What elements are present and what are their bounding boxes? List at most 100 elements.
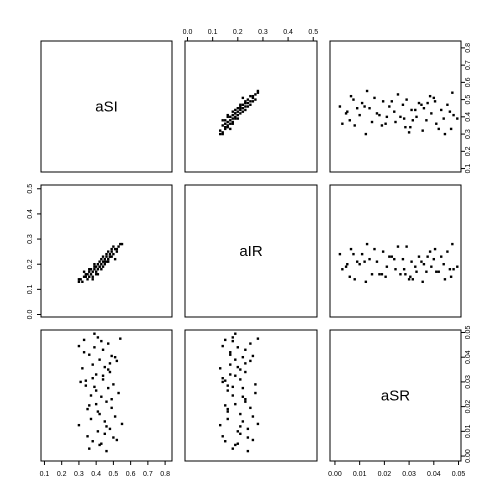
- point-aSI-aIR: [89, 273, 93, 276]
- point-aSR-aSI: [394, 120, 397, 124]
- point-aIR-aSI: [241, 96, 245, 100]
- point-aSI-aIR: [96, 268, 100, 271]
- tick-label-right-aSI: 0.6: [465, 77, 472, 87]
- point-aIR-aSI: [234, 112, 237, 115]
- tick-label-bottom-aSI: 0.1: [40, 471, 50, 478]
- point-aSR-aIR: [435, 270, 438, 273]
- point-aIR-aSR: [239, 432, 242, 436]
- tick-label-bottom-aSI: 0.8: [160, 471, 170, 478]
- point-aSR-aSI: [375, 112, 379, 115]
- point-aSR-aIR: [399, 273, 402, 276]
- point-aSR-aSI: [363, 105, 366, 108]
- point-aSR-aSI: [448, 110, 452, 113]
- point-aIR-aSI: [226, 120, 229, 124]
- point-aIR-aSR: [221, 380, 224, 384]
- point-aSR-aIR: [358, 263, 361, 266]
- point-aSR-aIR: [456, 265, 459, 268]
- panel-aSI-vs-aSI: [40, 40, 173, 173]
- point-aIR-aSR: [236, 346, 239, 349]
- point-aIR-aSR: [229, 353, 232, 356]
- point-aSR-aSI: [399, 115, 402, 119]
- point-aSI-aSR: [110, 398, 113, 401]
- point-aIR-aSI: [221, 124, 224, 127]
- point-aSR-aIR: [446, 250, 449, 253]
- panel-aIR-vs-aSR: [329, 184, 462, 318]
- point-aSR-aIR: [365, 242, 369, 246]
- point-aIR-aSI: [234, 117, 237, 120]
- tick-label-right-aSI: 0.3: [465, 129, 472, 139]
- point-aSR-aSI: [352, 98, 355, 101]
- point-aSR-aIR: [355, 260, 359, 263]
- point-aSI-aSR: [107, 386, 110, 390]
- point-aSI-aSR: [94, 389, 98, 392]
- point-aIR-aSR: [244, 362, 247, 365]
- point-aSI-aSR: [113, 355, 117, 359]
- point-aIR-aSI: [229, 115, 232, 119]
- point-aSI-aIR: [88, 275, 91, 278]
- point-aSR-aSI: [422, 107, 426, 110]
- point-aIR-aSI: [241, 103, 245, 106]
- point-aIR-aSI: [224, 119, 227, 122]
- diagonal-label-aSI: aSI: [95, 99, 118, 116]
- point-aSR-aIR: [375, 260, 379, 263]
- point-aSR-aSI: [421, 129, 424, 132]
- point-aSI-aIR: [107, 250, 110, 253]
- point-aIR-aSI: [221, 132, 224, 136]
- point-aSR-aSI: [452, 113, 455, 117]
- point-aSI-aSR: [117, 391, 120, 395]
- point-aIR-aSR: [221, 435, 224, 438]
- point-aSR-aIR: [417, 255, 421, 258]
- point-aSI-aSR: [100, 339, 103, 343]
- point-aSI-aSR: [100, 395, 103, 398]
- point-aIR-aSI: [231, 122, 234, 125]
- point-aSI-aIR: [94, 265, 98, 268]
- point-aIR-aSI: [246, 105, 250, 108]
- point-aSI-aSR: [94, 402, 98, 406]
- point-aSR-aSI: [435, 122, 438, 125]
- point-aIR-aSR: [226, 389, 229, 392]
- point-aSI-aIR: [82, 275, 86, 278]
- point-aIR-aSR: [224, 338, 227, 342]
- tick-label-right-aSR: 0.01: [465, 424, 472, 438]
- point-aSR-aSI: [368, 107, 371, 110]
- point-aSR-aIR: [341, 268, 344, 271]
- point-aIR-aSI: [239, 112, 242, 115]
- point-aIR-aSR: [229, 373, 232, 376]
- point-aIR-aSI: [231, 120, 234, 124]
- tick-label-bottom-aSI: 0.6: [126, 471, 136, 478]
- point-aSI-aSR: [91, 440, 94, 443]
- point-aIR-aSI: [226, 125, 229, 129]
- tick-label-right-aSI: 0.4: [465, 112, 472, 122]
- point-aIR-aSI: [239, 107, 242, 110]
- point-aSR-aSI: [344, 112, 348, 115]
- point-aSI-aSR: [113, 415, 117, 418]
- point-aSI-aSR: [103, 420, 106, 423]
- point-aSI-aSR: [96, 410, 100, 413]
- panel-aSR-vs-aSI: [40, 329, 173, 462]
- tick-label-right-aSI: 0.8: [465, 43, 472, 53]
- point-aSR-aSI: [428, 94, 432, 98]
- point-aIR-aSI: [224, 127, 227, 131]
- point-aIR-aSR: [239, 378, 242, 381]
- point-aSR-aIR: [393, 257, 396, 261]
- point-aSI-aSR: [112, 436, 115, 439]
- point-aIR-aSI: [224, 122, 227, 125]
- point-aIR-aSR: [251, 438, 255, 442]
- tick-label-left-aIR: 0.4: [27, 209, 34, 219]
- point-aIR-aSR: [226, 410, 229, 413]
- point-aSR-aIR: [338, 252, 342, 256]
- point-aSI-aIR: [113, 257, 117, 261]
- point-aIR-aSR: [234, 332, 237, 335]
- point-aSR-aIR: [352, 252, 355, 256]
- point-aSR-aSI: [414, 108, 417, 112]
- matrix-points: [77, 89, 459, 453]
- point-aSI-aIR: [91, 278, 94, 281]
- point-aSI-aSR: [108, 362, 112, 365]
- point-aIR-aSR: [249, 406, 252, 410]
- point-aSR-aSI: [420, 103, 423, 106]
- matrix-axes: 0.1 0.2 0.3 0.4 0.5 0.6 0.7 0.8 0.0 0.1 0.2 0.3 0.4 0…: [27, 29, 472, 478]
- point-aSR-aIR: [421, 280, 424, 283]
- point-aSI-aIR: [94, 270, 98, 273]
- point-aSR-aSI: [390, 100, 393, 103]
- point-aSI-aIR: [101, 260, 105, 263]
